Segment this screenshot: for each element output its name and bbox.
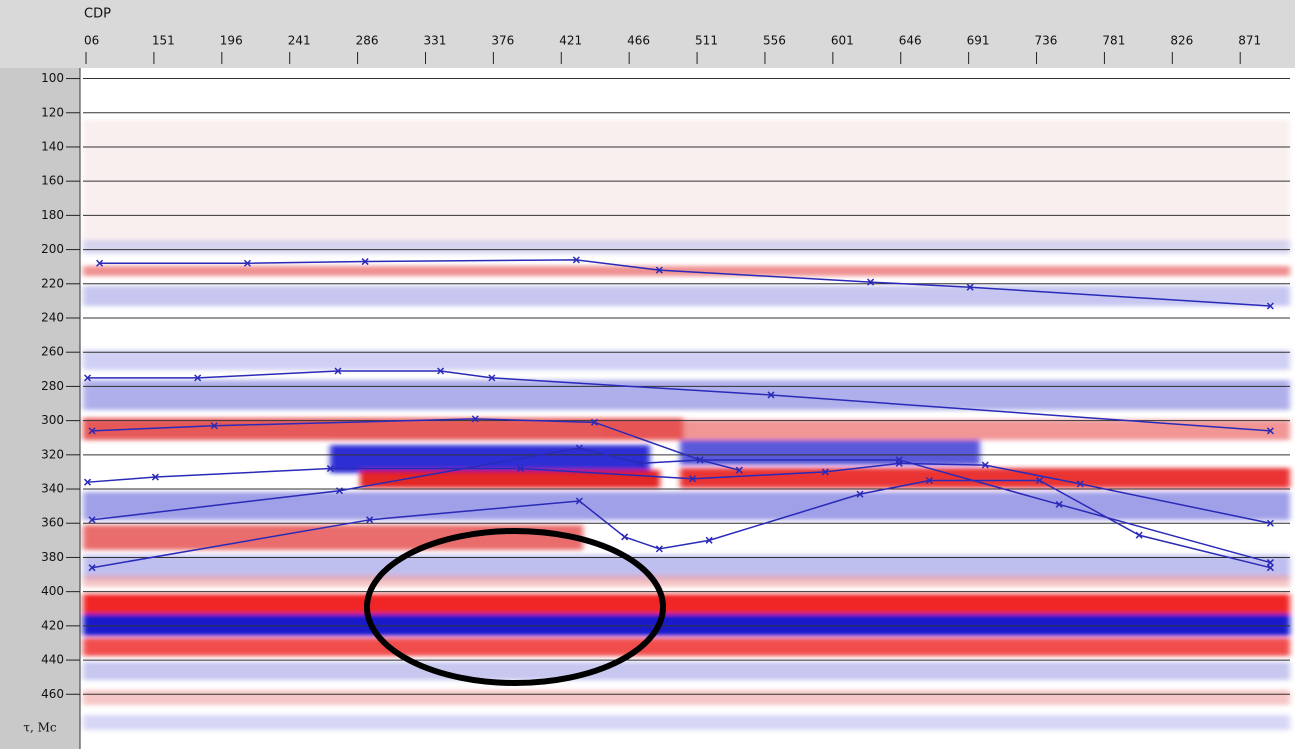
y-tick-label: 180 [41, 208, 64, 222]
horizon-pick [655, 266, 663, 274]
horizon-pick [1036, 476, 1044, 485]
horizon-pick [361, 258, 369, 266]
y-tick-label: 420 [41, 618, 64, 632]
horizon-pick [1266, 564, 1274, 572]
x-tick-label: 601 [831, 34, 854, 48]
y-tick-label: 200 [41, 242, 64, 256]
y-tick-label: 160 [41, 174, 64, 188]
horizon-pick [326, 464, 334, 473]
x-tick-label: 06 [84, 34, 99, 48]
horizon-pick [925, 476, 933, 485]
horizon-pick [575, 497, 583, 505]
x-tick-label: 646 [899, 34, 922, 48]
horizon-pick [488, 374, 496, 382]
x-tick-label: 556 [763, 34, 786, 48]
x-tick-label: 826 [1170, 34, 1193, 48]
horizon-pick [83, 374, 92, 382]
horizon-pick [471, 415, 479, 423]
horizon-pick [735, 466, 743, 474]
horizon-pick [572, 256, 580, 264]
y-tick-label: 260 [41, 345, 64, 359]
horizon-pick [437, 367, 445, 375]
y-tick-label: 400 [41, 584, 64, 598]
y-tick-label: 220 [41, 276, 64, 290]
horizon-pick [705, 536, 713, 544]
horizon-pick [590, 418, 598, 426]
y-tick-label: 280 [41, 379, 64, 393]
horizon-pick [151, 473, 159, 481]
horizon-pick [621, 533, 629, 541]
horizon-pick [689, 475, 697, 483]
y-tick-label: 120 [41, 105, 64, 119]
horizon-pick [655, 545, 663, 553]
x-tick-label: 241 [288, 34, 311, 48]
amplitude-bands [83, 120, 1290, 730]
horizon-pick [334, 367, 342, 375]
horizon-pick [96, 259, 104, 267]
horizon-pick [1076, 480, 1084, 488]
horizon-pick [575, 444, 583, 452]
y-tick-label: 300 [41, 413, 64, 427]
horizon-pick [1266, 559, 1274, 567]
horizon-pick [636, 459, 644, 467]
x-tick-label: 781 [1102, 34, 1125, 48]
x-tick-label: 871 [1238, 34, 1261, 48]
y-tick-label: 340 [41, 482, 64, 496]
x-tick-label: 376 [491, 34, 514, 48]
horizon-pick [194, 374, 202, 382]
header-bar [0, 0, 1295, 68]
y-axis-bar [0, 68, 80, 749]
horizon-pick [335, 487, 344, 495]
horizon-line [92, 418, 740, 471]
x-tick-label: 691 [967, 34, 990, 48]
x-tick-label: 331 [423, 34, 446, 48]
horizon-pick [821, 468, 829, 476]
horizon-pick [1266, 302, 1274, 310]
x-tick-label: 196 [220, 34, 243, 48]
x-axis-label: CDP [84, 7, 111, 22]
x-tick-label: 511 [695, 34, 718, 48]
horizon-pick [696, 456, 704, 464]
x-tick-label: 286 [356, 34, 379, 48]
horizon-pick [895, 456, 903, 464]
x-tick-label: 736 [1035, 34, 1058, 48]
x-tick-label: 421 [559, 34, 582, 48]
y-tick-label: 140 [41, 139, 64, 153]
horizon-line [99, 259, 1271, 307]
horizon-pick [88, 427, 96, 435]
y-tick-label: 380 [41, 550, 64, 564]
horizon-line [87, 462, 1271, 524]
horizon-line [91, 447, 1271, 564]
y-tick-label: 460 [41, 687, 64, 701]
x-tick-label: 466 [627, 34, 650, 48]
horizon-pick [243, 259, 251, 267]
horizon-pick [1266, 519, 1274, 527]
y-tick-label: 320 [41, 447, 64, 461]
horizon-pick [856, 490, 864, 498]
horizon-pick [366, 516, 374, 524]
y-tick-label: 100 [41, 71, 64, 85]
y-tick-label: 240 [41, 310, 64, 324]
horizon-pick [88, 516, 96, 524]
horizon-pick [867, 278, 875, 286]
horizon-pick [517, 464, 525, 473]
horizon-pick [1135, 531, 1143, 539]
y-tick-label: 440 [41, 653, 64, 667]
horizon-pick [83, 478, 92, 486]
horizon-pick [210, 422, 218, 430]
horizon-pick [966, 283, 974, 291]
horizon-pick [1055, 500, 1063, 508]
horizon-pick [88, 564, 96, 572]
x-tick-label: 151 [152, 34, 175, 48]
horizon-pick [767, 391, 775, 399]
highlight-ellipse [364, 528, 666, 686]
y-axis-label: τ, Mc [23, 721, 57, 735]
horizon-pick [1266, 427, 1274, 435]
y-tick-label: 360 [41, 516, 64, 530]
horizon-pick [981, 461, 989, 469]
